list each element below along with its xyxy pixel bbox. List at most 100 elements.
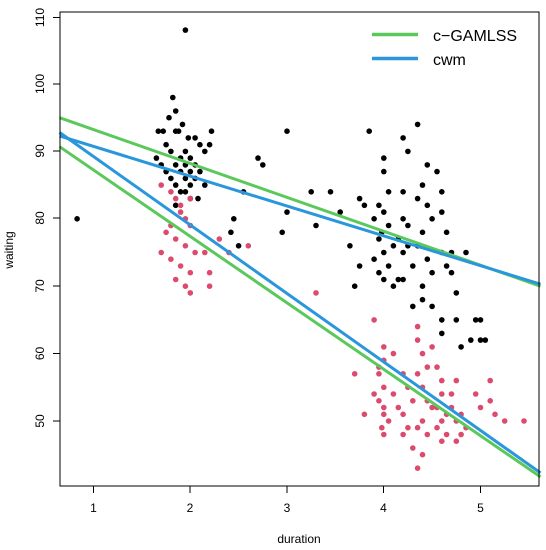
data-point-black xyxy=(279,229,286,236)
scatter-points xyxy=(74,27,527,472)
fit-lines xyxy=(58,116,542,479)
data-point-black xyxy=(376,236,382,242)
x-axis-title: duration xyxy=(277,532,320,546)
data-point-black xyxy=(361,202,368,209)
data-point-black xyxy=(185,135,192,141)
data-point-black xyxy=(405,222,411,229)
data-point-red xyxy=(182,243,189,249)
data-point-red xyxy=(424,364,431,370)
data-point-black xyxy=(195,195,201,202)
data-point-red xyxy=(395,404,402,411)
data-point-black xyxy=(477,337,484,343)
data-point-red xyxy=(400,411,406,418)
data-point-red xyxy=(361,411,368,418)
data-point-red xyxy=(405,424,411,431)
data-point-red xyxy=(177,263,184,269)
data-point-black xyxy=(482,337,489,343)
data-point-black xyxy=(74,216,80,222)
data-point-red xyxy=(439,377,445,384)
data-point-black xyxy=(284,209,290,215)
data-point-red xyxy=(371,317,377,323)
data-point-red xyxy=(439,438,445,445)
data-point-black xyxy=(170,94,176,101)
data-point-black xyxy=(424,256,431,263)
data-point-black xyxy=(439,209,445,215)
data-point-black xyxy=(424,162,431,168)
data-point-red xyxy=(172,236,179,242)
data-point-red xyxy=(381,404,387,411)
y-tick-label: 50 xyxy=(33,414,47,428)
legend: c−GAMLSS cwm xyxy=(372,28,517,69)
data-point-black xyxy=(172,182,179,188)
data-point-red xyxy=(439,391,445,397)
data-point-black xyxy=(429,303,435,310)
data-point-black xyxy=(284,128,290,134)
data-point-black xyxy=(327,189,334,195)
y-tick-label: 110 xyxy=(33,8,47,27)
data-point-black xyxy=(414,121,421,128)
data-point-black xyxy=(390,283,397,290)
data-point-black xyxy=(385,263,392,269)
data-point-black xyxy=(472,317,479,323)
data-point-black xyxy=(458,344,464,350)
data-point-black xyxy=(235,243,242,249)
data-point-black xyxy=(376,269,382,276)
data-point-black xyxy=(168,175,174,182)
data-point-black xyxy=(376,202,382,209)
data-point-black xyxy=(448,269,455,276)
y-tick-label: 90 xyxy=(33,144,47,158)
data-point-red xyxy=(453,377,460,384)
data-point-black xyxy=(400,135,406,141)
data-point-black xyxy=(414,195,421,202)
data-point-red xyxy=(458,431,464,438)
data-point-black xyxy=(410,263,416,269)
data-point-black xyxy=(182,148,189,155)
data-point-black xyxy=(177,189,184,195)
data-point-red xyxy=(192,249,198,256)
data-point-black xyxy=(419,182,426,188)
data-point-black xyxy=(231,216,237,222)
legend-label-cwm: cwm xyxy=(433,52,466,69)
data-point-black xyxy=(337,209,344,215)
data-point-black xyxy=(356,263,363,269)
y-tick-label: 80 xyxy=(33,211,47,225)
data-point-red xyxy=(477,404,484,411)
data-point-red xyxy=(419,350,426,357)
data-point-black xyxy=(453,290,460,296)
data-point-black xyxy=(179,121,186,128)
fit-line-2 xyxy=(59,134,541,286)
data-point-black xyxy=(400,189,406,195)
data-point-black xyxy=(313,222,319,229)
data-point-black xyxy=(400,276,406,283)
data-point-black xyxy=(166,114,172,121)
data-point-black xyxy=(163,141,169,148)
data-point-red xyxy=(492,411,498,418)
data-point-red xyxy=(487,377,494,384)
data-point-black xyxy=(439,317,445,323)
data-point-red xyxy=(379,424,385,431)
data-point-red xyxy=(206,269,213,276)
data-point-black xyxy=(381,249,387,256)
data-point-red xyxy=(381,411,387,418)
y-tick-label: 60 xyxy=(33,347,47,361)
data-point-red xyxy=(410,398,416,404)
x-tick-label: 1 xyxy=(90,501,97,515)
data-point-red xyxy=(448,391,455,397)
data-point-red xyxy=(439,418,445,424)
data-point-red xyxy=(182,283,189,290)
data-point-red xyxy=(521,418,527,424)
data-point-black xyxy=(463,249,469,256)
data-point-black xyxy=(410,303,416,310)
data-point-red xyxy=(390,350,397,357)
y-axis: 50 60 70 80 90 100 110 waiting xyxy=(2,8,61,428)
data-point-black xyxy=(371,216,377,222)
data-point-black xyxy=(429,269,435,276)
data-point-black xyxy=(168,148,174,155)
data-point-black xyxy=(468,337,474,343)
data-point-red xyxy=(390,391,397,397)
data-point-black xyxy=(443,263,450,269)
data-point-black xyxy=(153,155,160,161)
data-point-black xyxy=(439,330,445,337)
data-point-red xyxy=(206,283,213,290)
